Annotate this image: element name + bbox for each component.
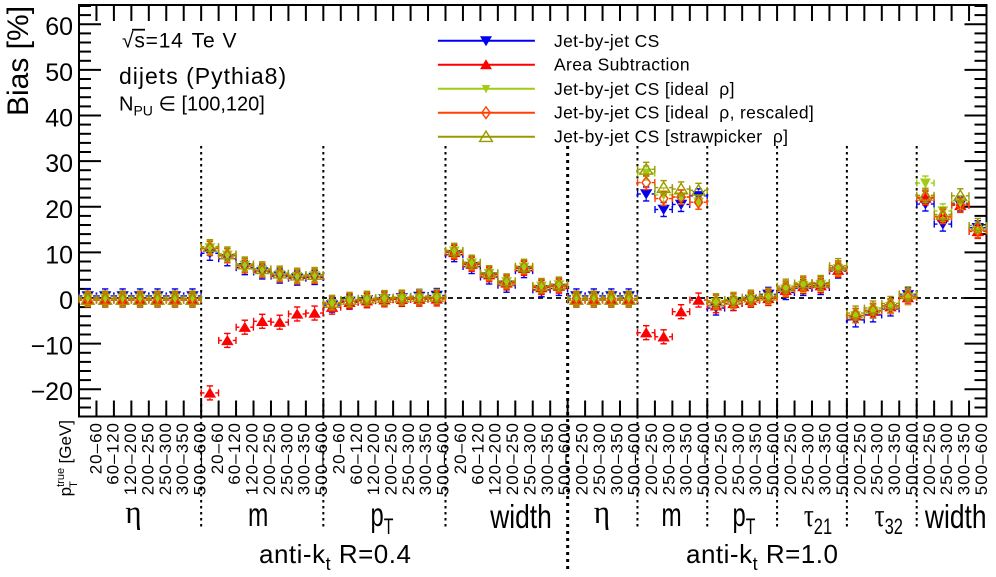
svg-text:250–300: 250–300 [729, 422, 748, 495]
svg-text:250–300: 250–300 [277, 422, 296, 495]
svg-text:20–60: 20–60 [208, 422, 227, 474]
svg-text:20–60: 20–60 [451, 422, 470, 474]
svg-text:500–600: 500–600 [902, 422, 921, 495]
svg-text:dijets (Pythia8): dijets (Pythia8) [119, 63, 287, 89]
svg-text:τ21: τ21 [804, 498, 832, 540]
svg-text:200–250: 200–250 [920, 422, 939, 495]
svg-text:500–600: 500–600 [190, 422, 209, 495]
svg-text:500–600: 500–600 [555, 422, 574, 495]
svg-text:10: 10 [45, 241, 73, 269]
svg-text:120–200: 120–200 [486, 422, 505, 495]
svg-text:200–250: 200–250 [138, 422, 157, 495]
svg-text:200–250: 200–250 [642, 422, 661, 495]
svg-text:250–300: 250–300 [798, 422, 817, 495]
svg-text:500–600: 500–600 [764, 422, 783, 495]
svg-text:250–300: 250–300 [937, 422, 956, 495]
svg-text:200–250: 200–250 [781, 422, 800, 495]
svg-text:200–250: 200–250 [382, 422, 401, 495]
svg-text:m: m [661, 498, 681, 534]
svg-text:Bias [%]: Bias [%] [2, 6, 35, 116]
svg-text:200–250: 200–250 [260, 422, 279, 495]
svg-text:300–350: 300–350 [607, 422, 626, 495]
svg-text:40: 40 [45, 105, 73, 133]
svg-text:300–350: 300–350 [416, 422, 435, 495]
svg-text:ptrueT [GeV]: ptrueT [GeV] [55, 420, 80, 496]
svg-text:anti-kt R=0.4: anti-kt R=0.4 [259, 539, 411, 572]
svg-text:300–350: 300–350 [677, 422, 696, 495]
svg-text:250–300: 250–300 [590, 422, 609, 495]
svg-text:0: 0 [59, 287, 73, 315]
svg-text:200–250: 200–250 [711, 422, 730, 495]
svg-text:width: width [924, 499, 987, 535]
svg-text:200–250: 200–250 [573, 422, 592, 495]
svg-text:500–600: 500–600 [625, 422, 644, 495]
svg-text:120–200: 120–200 [364, 422, 383, 495]
svg-text:250–300: 250–300 [868, 422, 887, 495]
svg-text:500–600: 500–600 [312, 422, 331, 495]
svg-text:500–600: 500–600 [972, 422, 991, 495]
svg-text:60–120: 60–120 [347, 422, 366, 485]
svg-text:200–250: 200–250 [850, 422, 869, 495]
svg-text:Jet-by-jet CS [ideal ρ]: Jet-by-jet CS [ideal ρ] [554, 79, 735, 99]
svg-text:300–350: 300–350 [746, 422, 765, 495]
svg-text:Jet-by-jet CS [strawpicker ρ]: Jet-by-jet CS [strawpicker ρ] [554, 127, 788, 147]
svg-text:300–350: 300–350 [295, 422, 314, 495]
svg-text:−10: −10 [31, 333, 73, 361]
svg-text:120–200: 120–200 [121, 422, 140, 495]
svg-text:anti-kt R=1.0: anti-kt R=1.0 [686, 539, 838, 572]
svg-text:Jet-by-jet CS: Jet-by-jet CS [554, 31, 660, 51]
svg-text:300–350: 300–350 [816, 422, 835, 495]
svg-text:500–600: 500–600 [833, 422, 852, 495]
svg-text:300–350: 300–350 [173, 422, 192, 495]
svg-text:300–350: 300–350 [885, 422, 904, 495]
svg-text:m: m [248, 498, 268, 534]
svg-text:250–300: 250–300 [399, 422, 418, 495]
svg-text:30: 30 [45, 150, 73, 178]
svg-text:−20: −20 [31, 378, 73, 406]
svg-text:120–200: 120–200 [243, 422, 262, 495]
svg-text:width: width [489, 499, 552, 535]
svg-text:250–300: 250–300 [659, 422, 678, 495]
svg-text:60: 60 [45, 13, 73, 41]
svg-text:200–250: 200–250 [503, 422, 522, 495]
svg-text:20: 20 [45, 196, 73, 224]
svg-text:η: η [125, 493, 141, 530]
svg-text:60–120: 60–120 [468, 422, 487, 485]
svg-text:300–350: 300–350 [955, 422, 974, 495]
svg-text:Jet-by-jet CS [ideal ρ, resca: Jet-by-jet CS [ideal ρ, rescaled] [554, 103, 814, 123]
svg-text:20–60: 20–60 [86, 422, 105, 474]
svg-text:60–120: 60–120 [225, 422, 244, 485]
svg-text:300–350: 300–350 [538, 422, 557, 495]
svg-text:60–120: 60–120 [104, 422, 123, 485]
svg-text:50: 50 [45, 59, 73, 87]
svg-text:250–300: 250–300 [520, 422, 539, 495]
svg-text:500–600: 500–600 [434, 422, 453, 495]
svg-text:τ32: τ32 [875, 498, 903, 540]
svg-text:η: η [594, 493, 610, 530]
svg-text:Area Subtraction: Area Subtraction [554, 55, 690, 75]
svg-text:20–60: 20–60 [329, 422, 348, 474]
svg-text:500–600: 500–600 [694, 422, 713, 495]
svg-text:250–300: 250–300 [156, 422, 175, 495]
svg-text:NPU ∈ [100,120]: NPU ∈ [100,120] [119, 94, 265, 119]
